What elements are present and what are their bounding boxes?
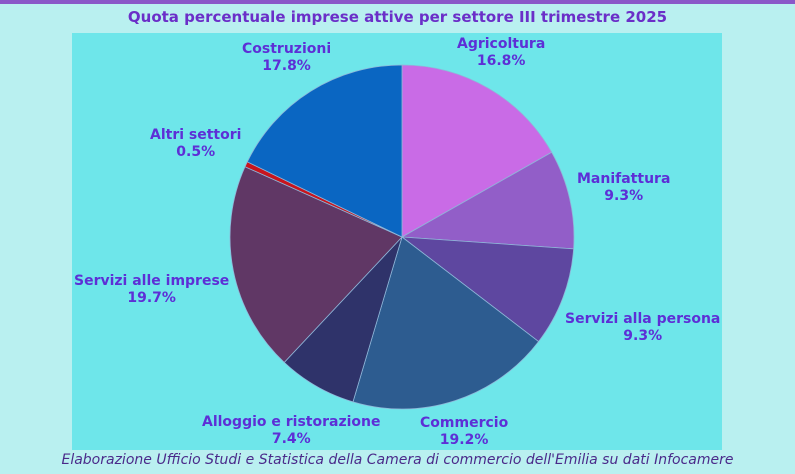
plot-area: Agricoltura 16.8% Manifattura 9.3% Servizi… [72,33,722,450]
pie-slice-agricoltura [401,64,553,238]
slice-label-altri-settori: Altri settori 0.5% [150,127,242,160]
slice-label-costruzioni: Costruzioni 17.8% [242,41,332,74]
pie-slice-servizi-alla-persona [400,236,575,343]
slice-label-servizi-persona: Servizi alla persona 9.3% [565,311,721,344]
pie-slice-manifattura [400,151,575,250]
source-footer: Elaborazione Ufficio Studi e Statistica … [61,452,734,468]
pie-slice-commercio [352,236,540,410]
slice-label-alloggio: Alloggio e ristorazione 7.4% [202,414,381,447]
slice-label-servizi-imprese: Servizi alle imprese 19.7% [74,273,230,306]
top-rule [0,0,795,4]
chart-title: Quota percentuale imprese attive per set… [127,8,668,26]
slice-label-commercio: Commercio 19.2% [420,415,509,448]
pie-slice-costruzioni [246,64,403,238]
slice-label-manifattura: Manifattura 9.3% [577,171,671,204]
slice-label-agricoltura: Agricoltura 16.8% [457,36,546,69]
pie-chart [229,64,575,410]
pie-slice-servizi-alle-imprese [229,166,403,363]
